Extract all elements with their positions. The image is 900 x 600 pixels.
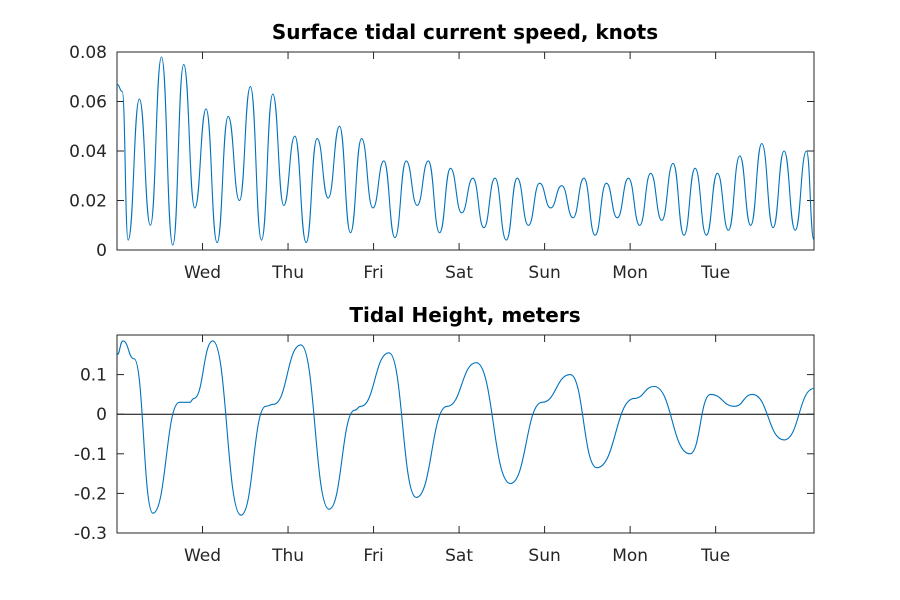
plot-area-frame xyxy=(116,334,815,534)
x-tick-label: Mon xyxy=(612,263,648,283)
y-tick-label: 0.02 xyxy=(69,192,107,212)
y-tick-label: 0.1 xyxy=(80,366,107,386)
x-tick-label: Sat xyxy=(445,546,473,566)
x-tick-label: Thu xyxy=(271,546,304,566)
chart-title: Tidal Height, meters xyxy=(349,303,580,327)
x-tick-label: Wed xyxy=(184,546,221,566)
x-tick-label: Sat xyxy=(445,263,473,283)
x-tick-label: Fri xyxy=(363,263,383,283)
y-tick-label: -0.1 xyxy=(74,445,107,465)
y-tick-label: 0.06 xyxy=(69,93,107,113)
y-tick-label: -0.2 xyxy=(74,484,107,504)
y-tick-label: 0.04 xyxy=(69,142,107,162)
tidal-height-line xyxy=(116,340,815,516)
y-tick-label: 0 xyxy=(96,405,107,425)
plot-area-frame xyxy=(116,51,815,251)
tidal-height-chart: Tidal Height, meters -0.3 -0.2 -0.1 0 0.1 We… xyxy=(74,303,815,566)
current-speed-line xyxy=(116,56,815,246)
x-axis: Wed Thu Fri Sat Sun Mon Tue xyxy=(184,52,730,283)
y-tick-label: 0 xyxy=(96,241,107,261)
x-tick-label: Tue xyxy=(700,546,730,566)
x-tick-label: Mon xyxy=(612,546,648,566)
x-tick-label: Wed xyxy=(184,263,221,283)
y-axis: -0.3 -0.2 -0.1 0 0.1 xyxy=(74,366,814,544)
y-tick-label: 0.08 xyxy=(69,43,107,63)
x-tick-label: Tue xyxy=(700,263,730,283)
x-tick-label: Fri xyxy=(363,546,383,566)
y-axis: 0 0.02 0.04 0.06 0.08 xyxy=(69,43,814,261)
x-tick-label: Sun xyxy=(528,546,560,566)
x-axis: Wed Thu Fri Sat Sun Mon Tue xyxy=(184,335,730,566)
chart-title: Surface tidal current speed, knots xyxy=(272,20,658,44)
x-tick-label: Sun xyxy=(528,263,560,283)
x-tick-label: Thu xyxy=(271,263,304,283)
y-tick-label: -0.3 xyxy=(74,524,107,544)
current-speed-chart: Surface tidal current speed, knots 0 0.02… xyxy=(69,20,815,283)
